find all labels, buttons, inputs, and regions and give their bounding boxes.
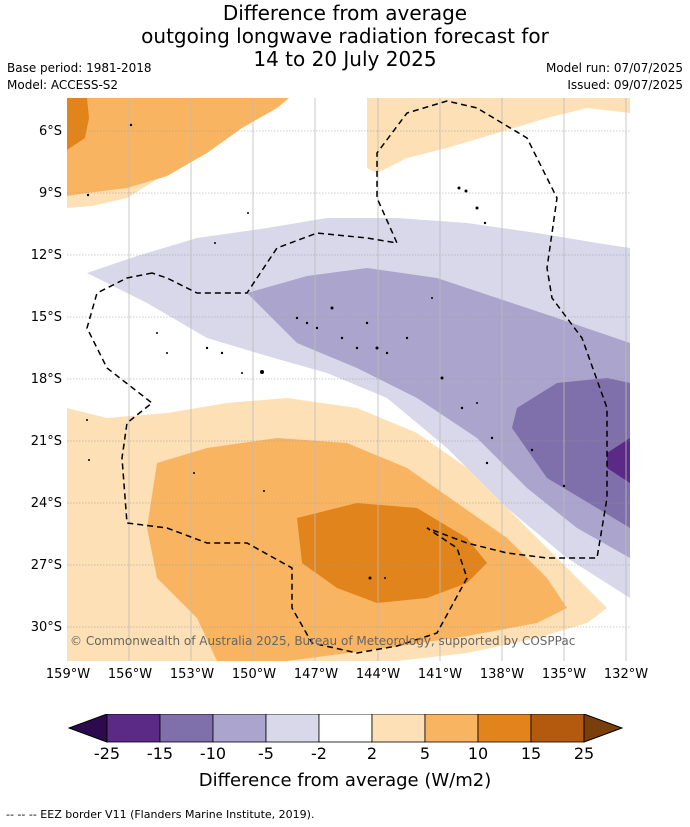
- colorbar-segment: [477, 714, 532, 743]
- lat-label: 9°S: [38, 186, 62, 201]
- model-run: Model run: 07/07/2025: [545, 61, 683, 75]
- title-line-1: Difference from average: [222, 1, 468, 25]
- lon-label: 144°W: [355, 667, 401, 682]
- colorbar-segment: [371, 714, 426, 743]
- lat-label: 6°S: [38, 124, 62, 139]
- lat-label: 24°S: [30, 496, 62, 511]
- lat-label: 21°S: [30, 434, 62, 449]
- lon-label: 150°W: [231, 667, 277, 682]
- lon-label: 141°W: [417, 667, 463, 682]
- lon-label: 153°W: [169, 667, 215, 682]
- colorbar-tick-label: -5: [258, 744, 274, 763]
- colorbar-tick-label: -25: [93, 744, 121, 763]
- colorbar-tick-label: 10: [467, 744, 489, 763]
- colorbar-tick-label: -10: [199, 744, 227, 763]
- model-name: Model: ACCESS-S2: [7, 78, 119, 92]
- issued-date: Issued: 09/07/2025: [567, 78, 683, 92]
- colorbar-tick-label: 25: [573, 744, 595, 763]
- region-positive-north-dark: [67, 98, 89, 150]
- lon-label: 147°W: [293, 667, 339, 682]
- colorbar: [67, 714, 624, 743]
- colorbar-segment: [106, 714, 161, 743]
- region-negative-darkest: [607, 438, 630, 483]
- region-positive-north-mid: [67, 98, 289, 196]
- region-positive-south-dark: [297, 503, 487, 603]
- colorbar-segment: [265, 714, 320, 743]
- lat-label: 27°S: [30, 558, 62, 573]
- colorbar-tick-label: 2: [366, 744, 378, 763]
- lat-label: 18°S: [30, 372, 62, 387]
- title-line-3: 14 to 20 July 2025: [253, 47, 437, 71]
- lon-label: 132°W: [603, 667, 649, 682]
- lon-label: 135°W: [541, 667, 587, 682]
- colorbar-segment: [424, 714, 479, 743]
- lon-label: 138°W: [479, 667, 525, 682]
- colorbar-under-arrow: [67, 714, 108, 743]
- region-negative-mid: [247, 268, 630, 558]
- lon-gridlines: [128, 98, 627, 661]
- colorbar-segment: [159, 714, 214, 743]
- title-line-2: outgoing longwave radiation forecast for: [141, 24, 549, 48]
- colorbar-tick-label: -15: [146, 744, 174, 763]
- region-positive-northeast: [367, 98, 630, 173]
- colorbar-segment: [212, 714, 267, 743]
- eez-legend: -- -- -- EEZ border V11 (Flanders Marine…: [6, 808, 315, 821]
- lat-label: 30°S: [30, 620, 62, 635]
- lat-gridlines: [67, 130, 630, 628]
- colorbar-segment: [530, 714, 585, 743]
- colorbar-tick-label: 5: [419, 744, 431, 763]
- colorbar-label: Difference from average (W/m2): [198, 770, 492, 791]
- colorbar-tick-label: -2: [311, 744, 327, 763]
- colorbar-segment: [318, 714, 373, 743]
- islands: [86, 123, 566, 580]
- colorbar-tick-label: 15: [520, 744, 542, 763]
- lon-label: 159°W: [45, 667, 91, 682]
- map-panel: [67, 98, 630, 661]
- olr-anomaly-map: [67, 98, 630, 661]
- lon-label: 156°W: [107, 667, 153, 682]
- lat-label: 12°S: [30, 248, 62, 263]
- copyright-notice: © Commonwealth of Australia 2025, Bureau…: [70, 634, 576, 648]
- region-negative-dark: [512, 378, 630, 528]
- lat-label: 15°S: [30, 310, 62, 325]
- colorbar-over-arrow: [583, 714, 624, 743]
- base-period: Base period: 1981-2018: [7, 61, 152, 75]
